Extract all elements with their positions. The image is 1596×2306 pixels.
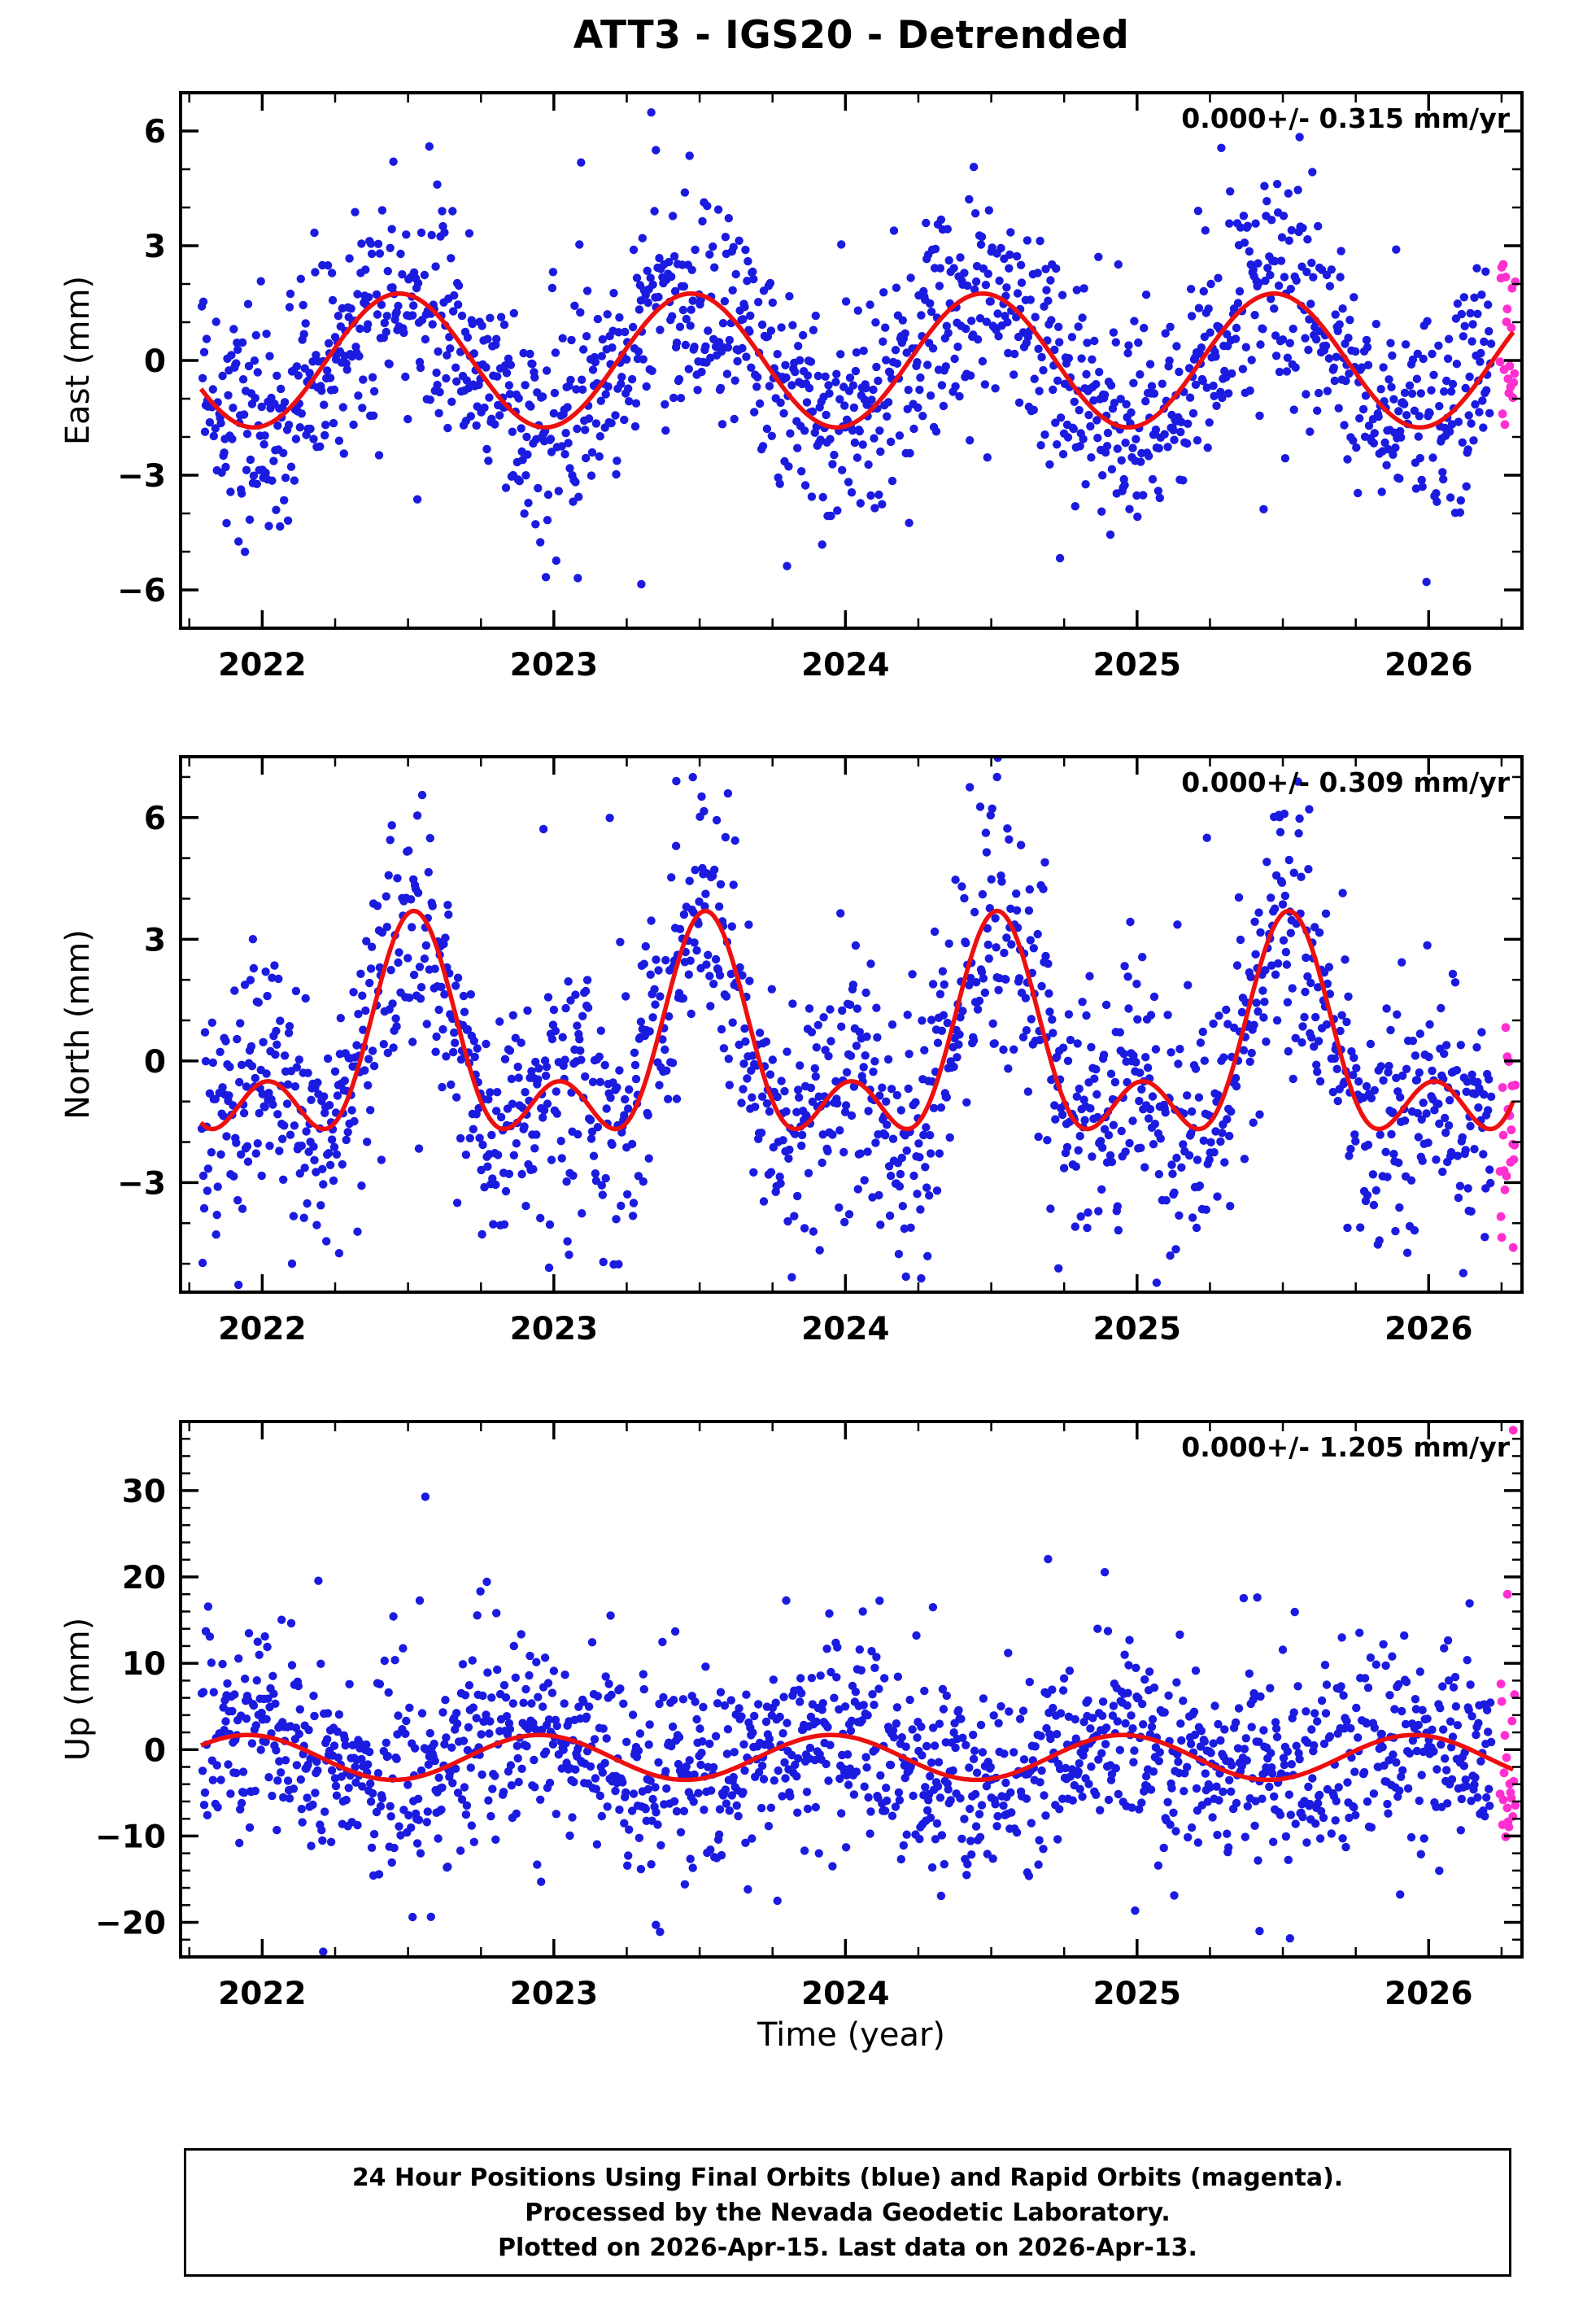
north-x-tick-label: 2024 [801,1311,890,1347]
east-frame [179,91,1524,630]
panel-east: 2022 2023 2024 2025 2026 −6 −3 0 3 6 [117,91,1524,684]
up-y-tick-label: 30 [122,1474,166,1510]
east-y-tick-label: −3 [117,458,166,495]
up-ticks [181,1422,1522,1959]
east-x-tick-label: 2025 [1093,647,1182,684]
panel-north: 2022 2023 2024 2025 2026 −3 0 3 6 [117,755,1524,1347]
north-frame [179,755,1524,1294]
x-axis-label: Time (year) [757,2016,946,2054]
footer-note: 24 Hour Positions Using Final Orbits (bl… [184,2148,1511,2277]
footer-line-2: Processed by the Nevada Geodetic Laborat… [525,2198,1171,2227]
east-x-tick-label: 2022 [218,647,307,684]
up-final-orbit-points [197,1492,1496,1956]
up-rapid-orbit-points [1495,1426,1520,1841]
up-y-tick-label: −20 [95,1906,166,1942]
up-y-tick-label: 0 [144,1732,166,1769]
up-frame [179,1420,1524,1959]
east-final-orbit-points [197,108,1496,589]
east-x-tick-label: 2023 [510,647,599,684]
east-y-tick-label: 6 [144,114,166,151]
y-axis-label-up: Up (mm) [59,1617,97,1762]
north-x-tick-label: 2026 [1385,1311,1473,1347]
north-model-curve [199,908,1515,1132]
north-x-tick-label: 2025 [1093,1311,1182,1347]
east-y-tick-label: 3 [144,229,166,265]
trend-annotation-up: 0.000+/- 1.205 mm/yr [1181,1431,1510,1463]
north-y-tick-label: 3 [144,922,166,959]
east-y-tick-label: −6 [117,573,166,609]
panel-up: 2022 2023 2024 2025 2026 −20 −10 0 10 20 30 [95,1420,1524,2012]
trend-annotation-north: 0.000+/- 0.309 mm/yr [1181,766,1510,798]
footer-line-1: 24 Hour Positions Using Final Orbits (bl… [351,2163,1344,2192]
up-x-tick-label: 2025 [1093,1976,1182,2012]
north-x-tick-label: 2023 [510,1311,599,1347]
y-axis-label-north: North (mm) [59,929,97,1120]
up-x-tick-label: 2024 [801,1976,890,2012]
up-x-tick-label: 2022 [218,1976,307,2012]
north-ticks [181,757,1522,1292]
east-tick-labels: 2022 2023 2024 2025 2026 −6 −3 0 3 6 [117,114,1472,684]
north-final-orbit-points [197,757,1496,1290]
up-y-tick-label: −10 [95,1819,166,1855]
y-axis-label-east: East (mm) [59,275,97,446]
page-title: ATT3 - IGS20 - Detrended [573,13,1130,58]
north-y-tick-label: −3 [117,1165,166,1202]
east-x-tick-label: 2024 [801,647,890,684]
trend-annotation-east: 0.000+/- 0.315 mm/yr [1181,103,1510,134]
up-x-tick-label: 2026 [1385,1976,1473,2012]
east-ticks [181,93,1522,630]
up-y-tick-label: 10 [122,1646,166,1683]
north-y-tick-label: 0 [144,1044,166,1081]
east-model-curve [198,291,1515,430]
north-x-tick-label: 2022 [218,1311,307,1347]
north-rapid-orbit-points [1495,1023,1520,1252]
north-tick-labels: 2022 2023 2024 2025 2026 −3 0 3 6 [117,801,1472,1347]
east-rapid-orbit-points [1495,260,1520,430]
east-y-tick-label: 0 [144,343,166,380]
up-x-tick-label: 2023 [510,1976,599,2012]
up-tick-labels: 2022 2023 2024 2025 2026 −20 −10 0 10 20 30 [95,1474,1473,2012]
up-y-tick-label: 20 [122,1560,166,1596]
up-model-curve [200,1732,1515,1783]
east-x-tick-label: 2026 [1385,647,1473,684]
north-y-tick-label: 6 [144,801,166,837]
footer-line-3: Plotted on 2026-Apr-15. Last data on 202… [498,2233,1197,2262]
